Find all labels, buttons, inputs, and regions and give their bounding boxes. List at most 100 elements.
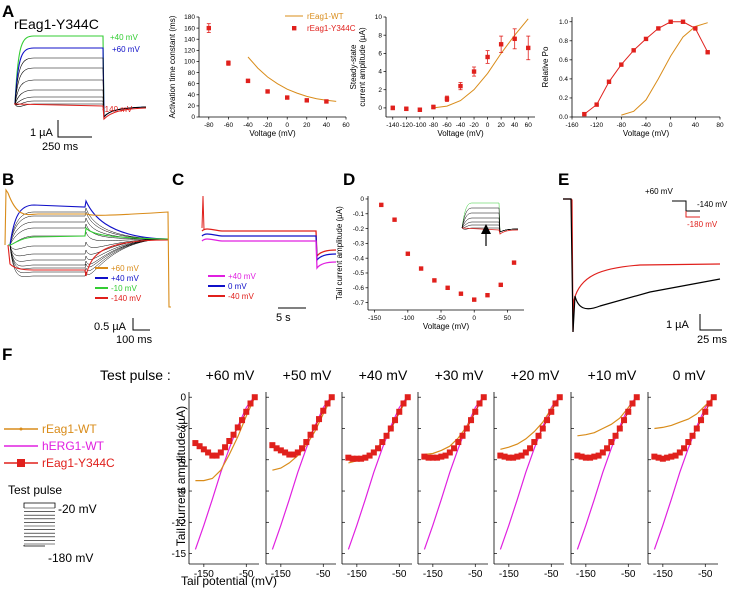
y344c-point xyxy=(379,439,386,446)
x-tick-label: 20 xyxy=(303,122,311,129)
y344c-point xyxy=(497,452,504,459)
y344c-point xyxy=(522,449,529,456)
x-tick-label: -160 xyxy=(565,122,578,129)
x-tick-label: -150 xyxy=(194,569,214,580)
series-line-reag1-wt xyxy=(433,18,529,109)
panel-a-label-p40: +40 mV xyxy=(110,33,138,42)
y344c-point xyxy=(599,449,606,456)
y344c-point xyxy=(591,453,598,460)
y344c-point xyxy=(552,400,559,407)
x-tick-label: -40 xyxy=(641,122,651,129)
y344c-point xyxy=(392,417,399,424)
panel-e-scale-y: 1 µA xyxy=(666,319,690,331)
y344c-point xyxy=(698,417,705,424)
x-tick-label: -50 xyxy=(239,569,254,580)
panel-e-label-v1: +60 mV xyxy=(645,187,673,196)
panel-a-title: rEag1-Y344C xyxy=(14,16,99,32)
y344c-point xyxy=(604,445,611,452)
x-tick-label: -140 xyxy=(386,122,399,129)
y-tick-label: 0.2 xyxy=(559,95,568,102)
panel-label-d: D xyxy=(343,170,355,189)
y-tick-label: 0 xyxy=(191,114,195,121)
y344c-point xyxy=(672,452,679,459)
data-point xyxy=(680,19,686,24)
y-tick-label: 160 xyxy=(184,25,195,32)
y344c-point xyxy=(681,445,688,452)
trace-c-spike xyxy=(201,195,205,231)
y344c-point xyxy=(451,445,458,452)
y344c-point xyxy=(429,454,436,461)
test-pulse-label: 0 mV xyxy=(673,367,706,383)
herg-line xyxy=(576,396,638,550)
y344c-point xyxy=(200,446,207,453)
x-tick-label: -80 xyxy=(617,122,627,129)
panel-e-current-traces xyxy=(563,198,721,333)
y-tick-label: 6 xyxy=(378,51,382,58)
data-point xyxy=(444,96,450,102)
data-point xyxy=(379,202,384,208)
panel-f-charts: +60 mV-150 -500-3-6-9-12-15+50 mV-150 -50+… xyxy=(172,367,718,580)
y-axis-label: current amplitude (µA) xyxy=(358,27,367,107)
panel-b-scale-y: 0.5 µA xyxy=(94,321,127,333)
y344c-point xyxy=(659,455,666,462)
panel-c-legend: +40 mV 0 mV -40 mV xyxy=(208,272,256,301)
x-tick-label: -100 xyxy=(401,315,414,322)
y344c-point xyxy=(239,417,246,424)
y-tick-label: -15 xyxy=(172,549,187,560)
data-point xyxy=(619,62,624,67)
data-point xyxy=(643,36,649,42)
x-axis-label: Voltage (mV) xyxy=(249,129,296,138)
data-point xyxy=(245,78,251,84)
panel-label-a: A xyxy=(2,2,14,21)
x-tick-label: -100 xyxy=(413,122,426,129)
x-tick-label: 50 xyxy=(504,315,512,322)
trace-p40 xyxy=(8,199,169,246)
data-point xyxy=(392,217,397,222)
y-tick-label: 60 xyxy=(188,81,196,88)
panel-f-legend-wt: rEag1-WT xyxy=(42,422,97,436)
y344c-point xyxy=(277,447,284,454)
chart-activation-time-constant: -80 -60 -40 -20 0 20 40 60 0 20 40 60 80 100 120 140 160… xyxy=(168,12,356,138)
trace xyxy=(201,228,337,258)
data-point xyxy=(324,99,329,104)
x-tick-label: 40 xyxy=(511,122,519,129)
data-point xyxy=(405,251,411,256)
herg-line xyxy=(423,396,485,550)
data-point xyxy=(432,278,437,283)
y344c-point xyxy=(311,424,318,431)
y344c-point xyxy=(303,439,310,446)
y-tick-label: 100 xyxy=(184,59,195,66)
y344c-point xyxy=(587,454,594,461)
y-tick-label: -0.7 xyxy=(353,300,365,307)
panel-e-label-v3: -180 mV xyxy=(687,220,718,229)
y344c-point xyxy=(527,445,534,452)
series-line-reag1-wt xyxy=(621,22,708,116)
x-tick-label: 40 xyxy=(692,122,700,129)
y-tick-label: 140 xyxy=(184,36,195,43)
y344c-point xyxy=(234,424,241,431)
trace xyxy=(8,238,169,267)
panel-label-f: F xyxy=(2,345,12,364)
x-tick-label: -50 xyxy=(436,315,446,322)
series-line-reag1-wt xyxy=(247,56,337,102)
y344c-point xyxy=(383,432,390,439)
panel-f-xlabel: Tail potential (mV) xyxy=(181,574,277,588)
panel-f-chart-6: 0 mV -150 -50 xyxy=(647,367,718,580)
panel-a-label-p60: +60 mV xyxy=(112,45,140,54)
data-point xyxy=(206,25,211,31)
herg-line xyxy=(499,396,561,550)
y344c-point xyxy=(621,417,628,424)
y344c-point xyxy=(366,452,373,459)
data-point xyxy=(582,111,587,117)
panel-f-chart-2: +40 mV -150 -50 xyxy=(341,367,412,580)
y-tick-label: -0.5 xyxy=(353,270,365,277)
data-point xyxy=(226,60,231,66)
panel-e-label-v2: -140 mV xyxy=(697,200,728,209)
data-point xyxy=(404,106,409,112)
y344c-point xyxy=(196,443,203,450)
panel-c-legend-p40: +40 mV xyxy=(228,272,256,281)
y344c-point xyxy=(455,439,462,446)
y344c-point xyxy=(689,432,696,439)
y344c-point xyxy=(269,442,276,449)
test-pulse-label: +10 mV xyxy=(588,367,637,383)
